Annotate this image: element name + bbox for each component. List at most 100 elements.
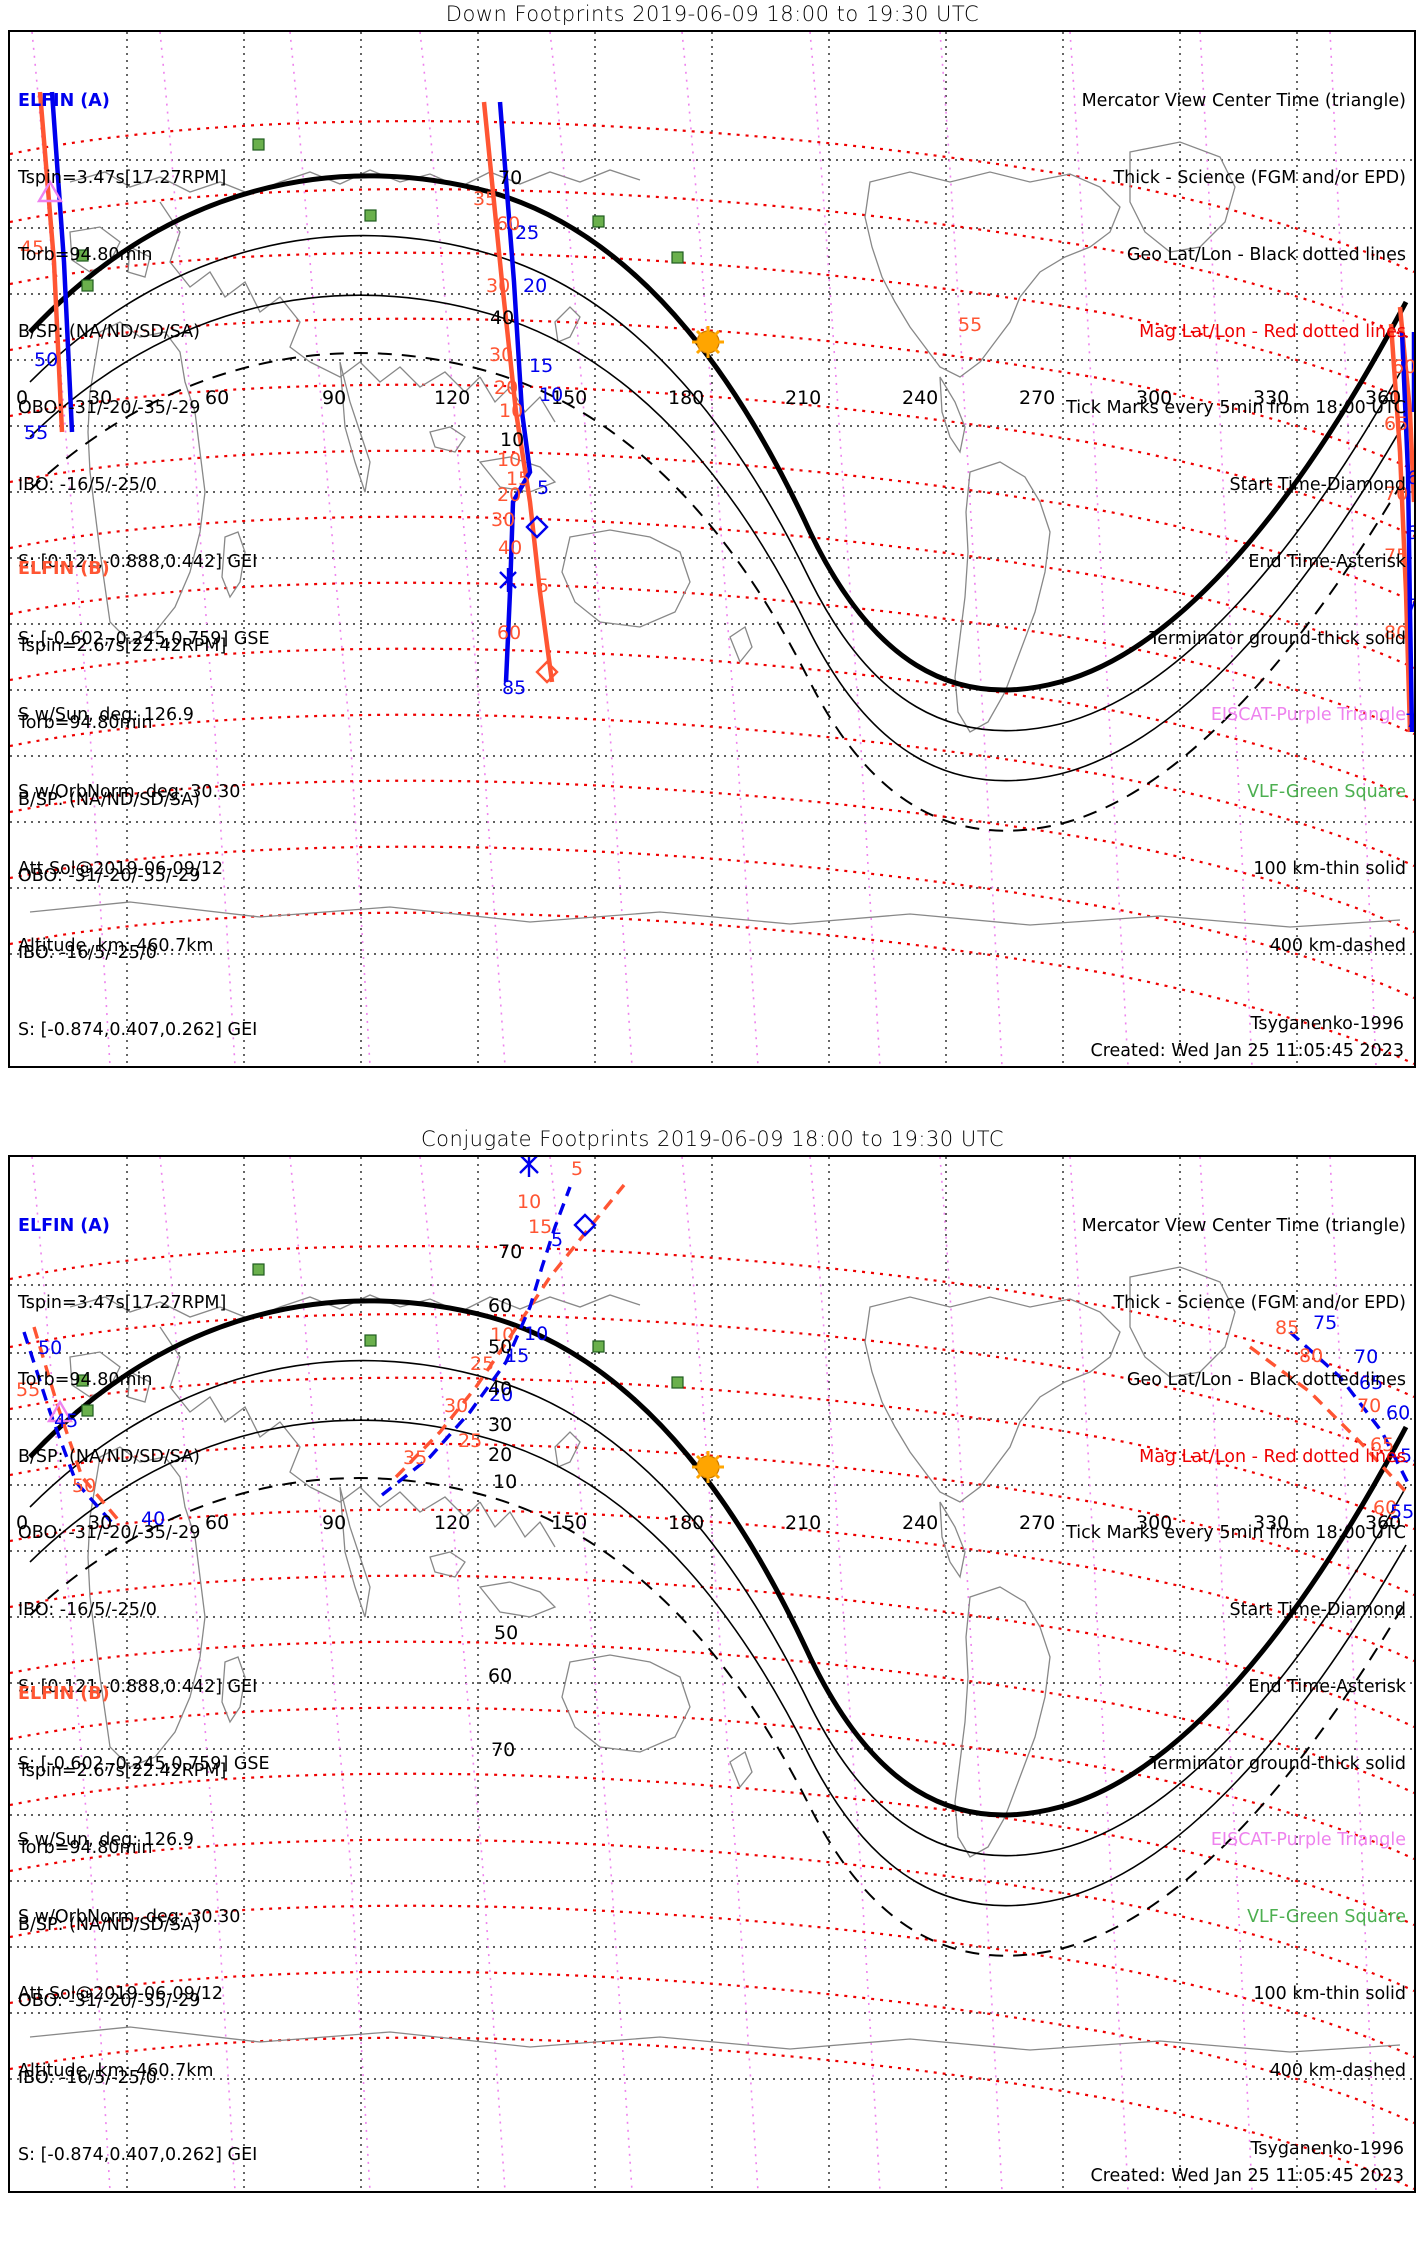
track-label: 10: [524, 1323, 549, 1345]
legend: Mercator View Center Time (triangle) Thi…: [1066, 1163, 1406, 2136]
panel-title: Conjugate Footprints 2019-06-09 18:00 to…: [421, 1127, 1004, 1151]
vlf-green-square: [76, 1263, 684, 1417]
track-label: 75: [1405, 710, 1416, 732]
info-line: IBO: -16/5/-25/0: [18, 475, 157, 496]
info-line: S: [-0.874,0.407,0.262] GEI: [18, 2144, 258, 2165]
end-time-asterisk: [499, 568, 517, 592]
lon-tick: 0: [16, 387, 29, 409]
legend-item: Terminator ground-thick solid: [1149, 1753, 1406, 1774]
track-label: 55: [958, 314, 983, 336]
legend-item: VLF-Green Square: [1247, 1907, 1406, 1928]
eiscat-triangle-marker: [36, 179, 64, 203]
info-line: Torb=94.80min: [18, 1837, 153, 1858]
legend-item: Mag Lat/Lon - Red dotted lines: [1139, 1446, 1406, 1467]
legend-item: 100 km-thin solid: [1253, 1984, 1406, 2004]
legend-item: Mag Lat/Lon - Red dotted lines: [1139, 321, 1406, 342]
info-line: B/SP: (NA/ND/SD/SA): [18, 321, 200, 342]
geo-lon-lines: [126, 1157, 1298, 2191]
mag-lat-label: 10: [493, 1471, 518, 1493]
panel-down-footprints: Down Footprints 2019-06-09 18:00 to 19:3…: [8, 2, 1416, 1068]
track-label: 40: [498, 537, 523, 559]
track-label: 5: [571, 1158, 584, 1180]
track-label: 55: [1400, 1445, 1414, 1467]
lon-tick: 30: [88, 387, 113, 409]
legend-item: End Time-Asterisk: [1248, 551, 1406, 572]
info-line: Torb=94.80min: [18, 1369, 153, 1390]
track-label: 55: [24, 422, 49, 444]
mag-lat-label: 50: [488, 1336, 513, 1358]
info-line: S: [-0.602,-0.245,0.759] GSE: [18, 1753, 270, 1774]
start-time-diamond: [525, 515, 559, 684]
lon-tick: 330: [1253, 387, 1290, 409]
legend-item: Terminator ground-thick solid: [1149, 628, 1406, 649]
map-frame: 0 30 60 90 120 150 180 210 240 270 300 3…: [8, 30, 1416, 1068]
track-label: 20: [489, 1384, 514, 1406]
track-label: 45: [54, 1410, 79, 1432]
track-label: 10: [539, 384, 564, 406]
legend-item: Mercator View Center Time (triangle): [1081, 91, 1406, 112]
elfin-a-conjugate-track: [22, 1186, 1412, 1527]
track-label: 30: [444, 1395, 469, 1417]
info-line: IBO: -16/5/-25/0: [18, 1600, 157, 1621]
lon-tick: 210: [785, 387, 822, 409]
mag-lat-label: 30: [488, 1414, 513, 1436]
track-label: 70: [1357, 1395, 1382, 1417]
sun-icon: [692, 326, 724, 358]
track-label: 55: [1390, 1501, 1415, 1523]
track-label: 85: [1275, 1317, 1300, 1339]
mag-lat-label: 60: [488, 1665, 513, 1687]
end-time-asterisk: [519, 1157, 539, 1177]
lon-tick: 360: [1365, 387, 1402, 409]
panel-conjugate-footprints: Conjugate Footprints 2019-06-09 18:00 to…: [0, 1125, 1425, 2250]
lon-tick: 60: [205, 387, 230, 409]
track-label: 60: [1386, 1402, 1411, 1424]
legend-item: Start Time-Diamond: [1229, 475, 1406, 496]
track-label: 75: [1313, 1312, 1338, 1334]
track-label: 60: [1407, 467, 1414, 489]
track-label: 10: [497, 449, 522, 471]
info-line: OBO: -31/-20/-35/-29: [18, 398, 201, 419]
info-line: Tspin=3.47s[17.27RPM]: [18, 1292, 227, 1313]
terminator-curves: [28, 173, 1409, 832]
info-line: S w/Sun, deg: 126.9: [18, 705, 194, 726]
lon-tick: 330: [1253, 1512, 1290, 1534]
legend-item: Tick Marks every 5min from 18:00 UTC: [1066, 1523, 1406, 1544]
track-label: 30: [489, 344, 514, 366]
start-time-diamond: [573, 1213, 597, 1237]
track-label: 85: [502, 677, 527, 699]
track-label: 15: [506, 468, 531, 490]
panel-title: Down Footprints 2019-06-09 18:00 to 19:3…: [445, 2, 980, 26]
track-label: 65: [1384, 413, 1409, 435]
track-label: 60: [496, 213, 521, 235]
lon-tick: 180: [668, 1512, 705, 1534]
track-label: 30: [486, 275, 511, 297]
elfin-a-header: ELFIN (A): [18, 91, 110, 112]
info-line: Tspin=2.67s[22.42RPM]: [18, 635, 227, 656]
created-label: Created: Wed Jan 25 11:05:45 2023: [1090, 2166, 1405, 2186]
eiscat-triangle-marker: [46, 1399, 74, 1423]
mag-lat-label: 40: [488, 1378, 513, 1400]
mag-lat-label: 60: [488, 1295, 513, 1317]
sun-icon: [692, 1451, 724, 1483]
mag-lat-label: 50: [494, 1622, 519, 1644]
track-label: 55: [16, 1379, 41, 1401]
info-line: Att.Sol@2019-06-09/12: [18, 859, 223, 879]
info-line: S w/OrbNorm, deg: 30.30: [18, 782, 241, 803]
track-label: 60: [1392, 356, 1416, 378]
info-line: Tspin=3.47s[17.27RPM]: [18, 167, 227, 188]
track-label: 5: [537, 575, 550, 597]
info-line: OBO: -31/-20/-35/-29: [18, 866, 201, 887]
legend-item: Mercator View Center Time (triangle): [1081, 1216, 1406, 1237]
info-line: Att.Sol@2019-06-09/12: [18, 1984, 223, 2004]
track-label: 60: [497, 622, 522, 644]
elfin-a-info: ELFIN (A) Tspin=3.47s[17.27RPM] Torb=94.…: [18, 1163, 270, 2136]
legend-item: EISCAT-Purple Triangle: [1210, 705, 1406, 726]
legend-item: Start Time-Diamond: [1229, 1600, 1406, 1621]
mag-lat-label: 70: [491, 1739, 516, 1761]
track-label: 45: [20, 237, 45, 259]
track-label: 25: [470, 1353, 495, 1375]
legend-item: VLF-Green Square: [1247, 782, 1406, 803]
track-label: 10: [490, 1324, 515, 1346]
track-label: 5: [551, 1229, 564, 1251]
